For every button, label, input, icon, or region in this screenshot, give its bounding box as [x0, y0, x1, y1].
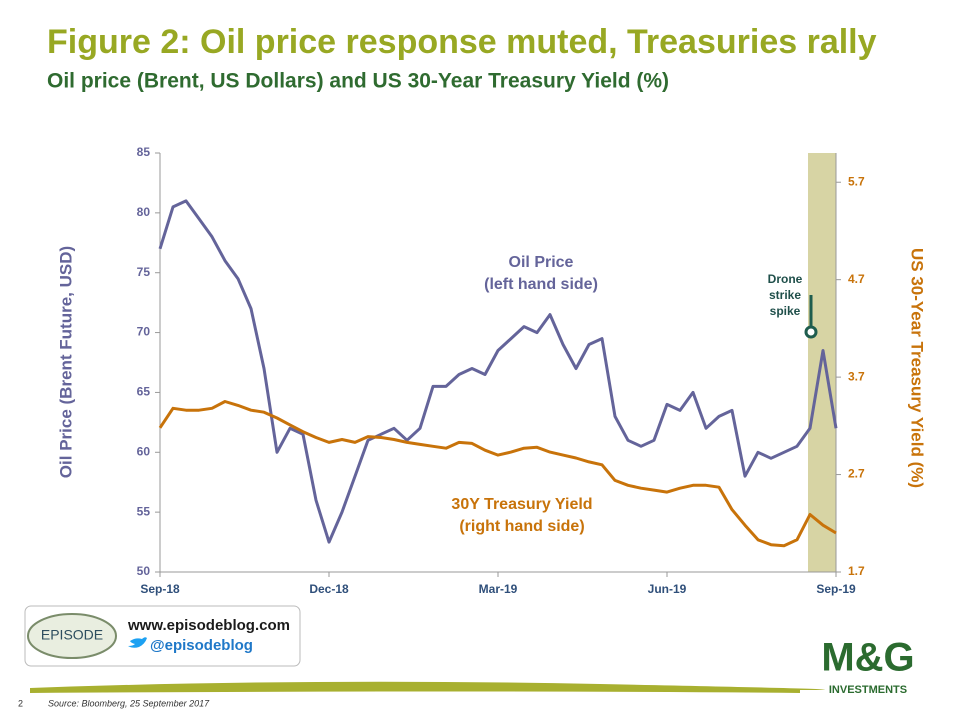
y-tick-label: 55 [137, 504, 151, 518]
annotation-marker [804, 325, 818, 339]
brush-stroke [30, 681, 825, 693]
annotation: 30Y Treasury Yield [451, 496, 592, 513]
source-note: Source: Bloomberg, 25 September 2017 [48, 698, 210, 708]
y-tick-label: 70 [137, 325, 151, 339]
x-tick-label: Sep-19 [816, 582, 856, 596]
y-tick-label: 75 [137, 265, 151, 279]
x-tick-label: Jun-19 [648, 582, 687, 596]
y2-tick-label: 4.7 [848, 272, 865, 286]
twitter-icon [128, 637, 147, 648]
y-tick-label: 60 [137, 444, 151, 458]
blog-url[interactable]: www.episodeblog.com [127, 617, 290, 634]
y2-tick-label: 1.7 [848, 564, 865, 578]
series-line [158, 199, 838, 544]
brand-sub: INVESTMENTS [829, 684, 907, 696]
annotation: spike [770, 304, 801, 318]
blog-logo-badge [27, 613, 117, 659]
y2-tick-label: 3.7 [848, 369, 865, 383]
y2-tick-label: 5.7 [848, 174, 865, 188]
y2-axis-label: US 30-Year Treasury Yield (%) [908, 248, 927, 488]
blog-logo-text: EPISODE [41, 627, 103, 643]
annotation: (right hand side) [459, 518, 584, 535]
page-number: 2 [18, 698, 23, 708]
y-tick-label: 85 [137, 145, 151, 159]
y-tick-label: 65 [137, 385, 151, 399]
x-tick-label: Sep-18 [140, 582, 180, 596]
y-axis-label: Oil Price (Brent Future, USD) [56, 246, 75, 478]
plot: 50 55 60 65 70 75 80 85 1.7 2.7 3.7 4.7 5.7 Sep-18 Dec… [137, 145, 865, 596]
annotation: strike [769, 288, 801, 302]
annotation: Drone [768, 272, 803, 286]
x-tick-label: Dec-18 [309, 582, 349, 596]
annotation: (left hand side) [484, 276, 598, 293]
series-line [158, 400, 837, 548]
y-tick-label: 80 [137, 205, 151, 219]
chart-subtitle: Oil price (Brent, US Dollars) and US 30-… [47, 70, 669, 93]
y2-tick-label: 2.7 [848, 467, 865, 481]
chart-title: Figure 2: Oil price response muted, Trea… [47, 23, 877, 61]
annotation: Oil Price [509, 254, 574, 271]
blog-twitter[interactable]: @episodeblog [150, 637, 253, 654]
y-tick-label: 50 [137, 564, 151, 578]
brand-logo: M&G [821, 636, 914, 680]
x-tick-label: Mar-19 [479, 582, 518, 596]
